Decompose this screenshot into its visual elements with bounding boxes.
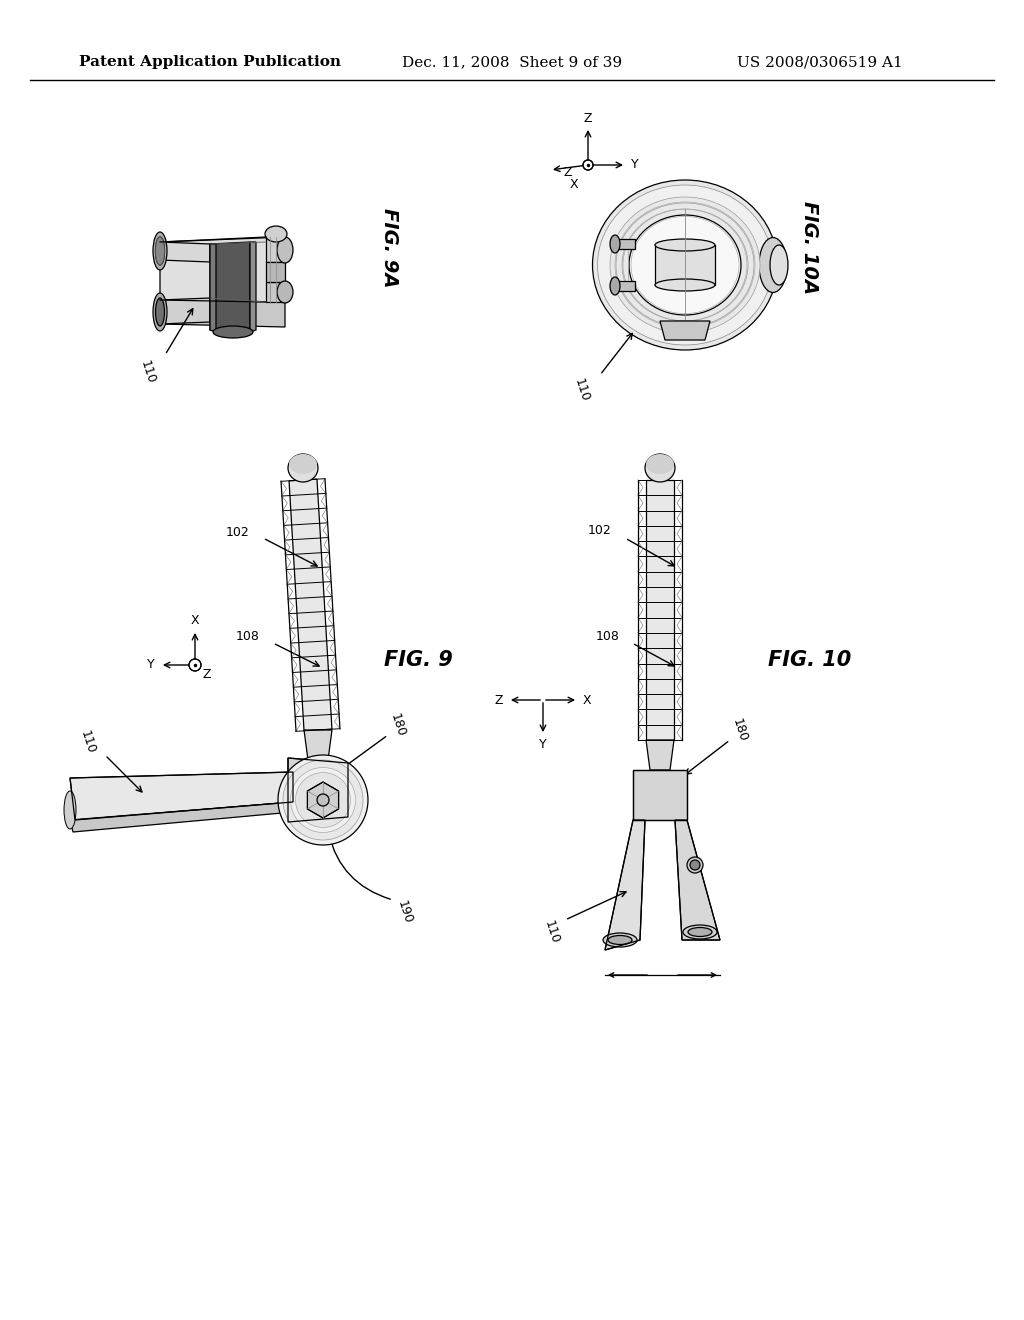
Text: Y: Y [540,738,547,751]
Ellipse shape [156,238,165,265]
Ellipse shape [213,326,253,338]
Text: Patent Application Publication: Patent Application Publication [79,55,341,69]
Text: Y: Y [147,659,155,672]
Polygon shape [70,803,293,832]
Text: FIG. 9A: FIG. 9A [381,209,399,288]
Ellipse shape [610,235,620,253]
Ellipse shape [770,246,788,285]
Polygon shape [304,730,332,760]
Text: 110: 110 [542,919,562,945]
Ellipse shape [759,238,787,293]
Ellipse shape [153,232,167,271]
Polygon shape [615,239,635,249]
Text: Z: Z [203,668,211,681]
Polygon shape [307,781,339,818]
Text: US 2008/0306519 A1: US 2008/0306519 A1 [737,55,903,69]
Polygon shape [210,242,250,333]
Ellipse shape [283,760,362,840]
Circle shape [687,857,703,873]
Text: FIG. 10: FIG. 10 [768,649,852,671]
Text: 110: 110 [138,359,158,385]
Ellipse shape [629,215,741,315]
Text: X: X [583,693,591,706]
Polygon shape [210,244,216,333]
Polygon shape [675,820,720,940]
Ellipse shape [655,239,715,251]
Text: X: X [190,615,200,627]
Text: 180: 180 [730,717,750,743]
Text: 190: 190 [395,899,415,925]
Polygon shape [605,820,645,950]
Polygon shape [160,298,210,323]
Polygon shape [266,238,285,261]
Ellipse shape [156,238,165,265]
Polygon shape [660,321,710,341]
Text: 102: 102 [226,527,250,540]
Text: 108: 108 [596,630,620,643]
Ellipse shape [278,281,293,304]
Circle shape [317,795,329,807]
Ellipse shape [610,277,620,294]
Ellipse shape [646,454,674,474]
Polygon shape [646,480,674,741]
Text: Z: Z [584,111,592,124]
Polygon shape [266,282,285,302]
Polygon shape [266,261,285,282]
Ellipse shape [608,936,632,945]
Ellipse shape [655,279,715,290]
Ellipse shape [278,755,368,845]
Text: Dec. 11, 2008  Sheet 9 of 39: Dec. 11, 2008 Sheet 9 of 39 [402,55,622,69]
Ellipse shape [296,772,350,828]
Ellipse shape [153,293,167,331]
Ellipse shape [63,791,76,829]
Ellipse shape [593,180,777,350]
Polygon shape [70,772,293,820]
Polygon shape [633,770,687,820]
Polygon shape [615,281,635,290]
Circle shape [690,861,700,870]
Ellipse shape [603,933,637,946]
Ellipse shape [622,209,748,321]
Ellipse shape [610,197,760,333]
Ellipse shape [645,454,675,482]
Polygon shape [160,238,285,302]
Text: 102: 102 [588,524,612,536]
Text: X: X [569,178,579,191]
Ellipse shape [278,238,293,263]
Ellipse shape [156,298,165,326]
Text: Z: Z [564,166,572,180]
Text: FIG. 10A: FIG. 10A [801,202,819,294]
Ellipse shape [289,454,317,474]
Polygon shape [250,242,256,333]
Text: 108: 108 [237,630,260,643]
Polygon shape [160,300,285,327]
Polygon shape [289,479,332,731]
Text: 110: 110 [78,729,98,755]
Polygon shape [288,758,348,822]
Polygon shape [160,242,210,261]
Text: 180: 180 [388,711,408,738]
Ellipse shape [616,203,754,327]
Ellipse shape [597,185,772,345]
Text: 110: 110 [572,376,592,404]
Ellipse shape [288,454,318,482]
Text: Z: Z [495,693,503,706]
Polygon shape [646,741,674,770]
Text: FIG. 9: FIG. 9 [384,649,453,671]
Polygon shape [655,246,715,285]
Ellipse shape [291,767,355,833]
Ellipse shape [265,226,287,242]
Ellipse shape [688,928,712,936]
Circle shape [583,160,593,170]
Text: Y: Y [631,158,639,172]
Circle shape [189,659,201,671]
Ellipse shape [683,925,717,939]
